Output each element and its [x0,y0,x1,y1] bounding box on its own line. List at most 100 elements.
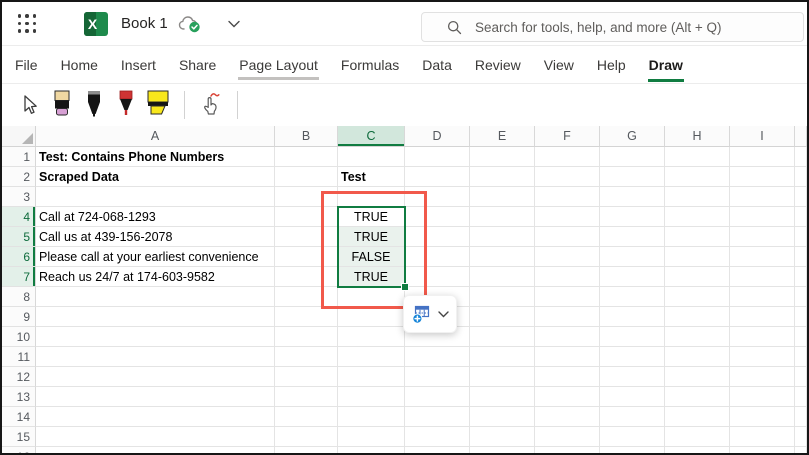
row-header-3[interactable]: 3 [2,187,36,207]
black-pen-tool-button[interactable] [78,87,110,123]
cell-H11[interactable] [665,347,730,367]
cell-x13[interactable] [795,387,807,407]
cell-A7[interactable]: Reach us 24/7 at 174-603-9582 [36,267,275,287]
cell-A5[interactable]: Call us at 439-156-2078 [36,227,275,247]
cell-B3[interactable] [275,187,338,207]
row-header-10[interactable]: 10 [2,327,36,347]
select-all-corner[interactable] [2,126,36,147]
cell-C13[interactable] [338,387,405,407]
row-header-6[interactable]: 6 [2,247,36,267]
cell-F15[interactable] [535,427,600,447]
cell-I8[interactable] [730,287,795,307]
cell-C2[interactable]: Test [338,167,405,187]
cell-H8[interactable] [665,287,730,307]
cell-H2[interactable] [665,167,730,187]
cell-B8[interactable] [275,287,338,307]
cell-C12[interactable] [338,367,405,387]
cell-x7[interactable] [795,267,807,287]
cell-I4[interactable] [730,207,795,227]
cell-x4[interactable] [795,207,807,227]
cell-F6[interactable] [535,247,600,267]
cell-B4[interactable] [275,207,338,227]
cell-x1[interactable] [795,147,807,167]
cell-B6[interactable] [275,247,338,267]
cell-F2[interactable] [535,167,600,187]
cell-A13[interactable] [36,387,275,407]
cell-x16[interactable] [795,447,807,453]
cell-F4[interactable] [535,207,600,227]
row-header-9[interactable]: 9 [2,307,36,327]
cell-C8[interactable] [338,287,405,307]
row-header-7[interactable]: 7 [2,267,36,287]
draw-with-touch-button[interactable] [195,87,227,123]
cell-E10[interactable] [470,327,535,347]
cell-E3[interactable] [470,187,535,207]
cell-F1[interactable] [535,147,600,167]
cell-G13[interactable] [600,387,665,407]
row-header-16[interactable]: 16 [2,447,36,453]
cell-G8[interactable] [600,287,665,307]
cell-H4[interactable] [665,207,730,227]
select-tool-button[interactable] [14,87,46,123]
eraser-tool-button[interactable] [46,87,78,123]
menu-tab-file[interactable]: File [15,56,38,73]
cell-I1[interactable] [730,147,795,167]
cell-C7[interactable]: TRUE [338,267,405,287]
menu-tab-draw[interactable]: Draw [647,46,685,83]
cell-F14[interactable] [535,407,600,427]
row-header-8[interactable]: 8 [2,287,36,307]
cell-B15[interactable] [275,427,338,447]
row-header-1[interactable]: 1 [2,147,36,167]
cell-x3[interactable] [795,187,807,207]
search-bar[interactable] [421,12,804,42]
cell-x2[interactable] [795,167,807,187]
cell-E16[interactable] [470,447,535,453]
search-input[interactable] [475,19,795,35]
cell-E9[interactable] [470,307,535,327]
cell-A14[interactable] [36,407,275,427]
document-title[interactable]: Book 1 [121,15,168,32]
cell-G7[interactable] [600,267,665,287]
cell-E8[interactable] [470,287,535,307]
cell-H3[interactable] [665,187,730,207]
cell-G9[interactable] [600,307,665,327]
cell-F10[interactable] [535,327,600,347]
cell-D13[interactable] [405,387,470,407]
column-header-partial[interactable] [795,126,807,147]
menu-tab-view[interactable]: View [543,56,574,73]
cell-B11[interactable] [275,347,338,367]
cloud-saved-icon[interactable] [178,14,202,34]
cell-G12[interactable] [600,367,665,387]
cell-x6[interactable] [795,247,807,267]
cell-H13[interactable] [665,387,730,407]
cell-C10[interactable] [338,327,405,347]
app-launcher-icon[interactable] [16,13,38,35]
yellow-highlighter-tool-button[interactable] [142,87,174,123]
cell-x11[interactable] [795,347,807,367]
row-header-12[interactable]: 12 [2,367,36,387]
cell-H16[interactable] [665,447,730,453]
cell-B13[interactable] [275,387,338,407]
cell-B12[interactable] [275,367,338,387]
cell-G16[interactable] [600,447,665,453]
column-header-A[interactable]: A [36,126,275,147]
cell-x5[interactable] [795,227,807,247]
menu-tab-formulas[interactable]: Formulas [340,56,400,73]
cell-A9[interactable] [36,307,275,327]
cell-H5[interactable] [665,227,730,247]
column-header-I[interactable]: I [730,126,795,147]
cell-E2[interactable] [470,167,535,187]
cell-A3[interactable] [36,187,275,207]
fill-handle[interactable] [401,283,409,291]
cell-F8[interactable] [535,287,600,307]
cell-G14[interactable] [600,407,665,427]
cell-D3[interactable] [405,187,470,207]
cell-D2[interactable] [405,167,470,187]
row-header-14[interactable]: 14 [2,407,36,427]
cell-E13[interactable] [470,387,535,407]
cell-I3[interactable] [730,187,795,207]
cell-G10[interactable] [600,327,665,347]
cell-G11[interactable] [600,347,665,367]
cell-G3[interactable] [600,187,665,207]
cell-H1[interactable] [665,147,730,167]
